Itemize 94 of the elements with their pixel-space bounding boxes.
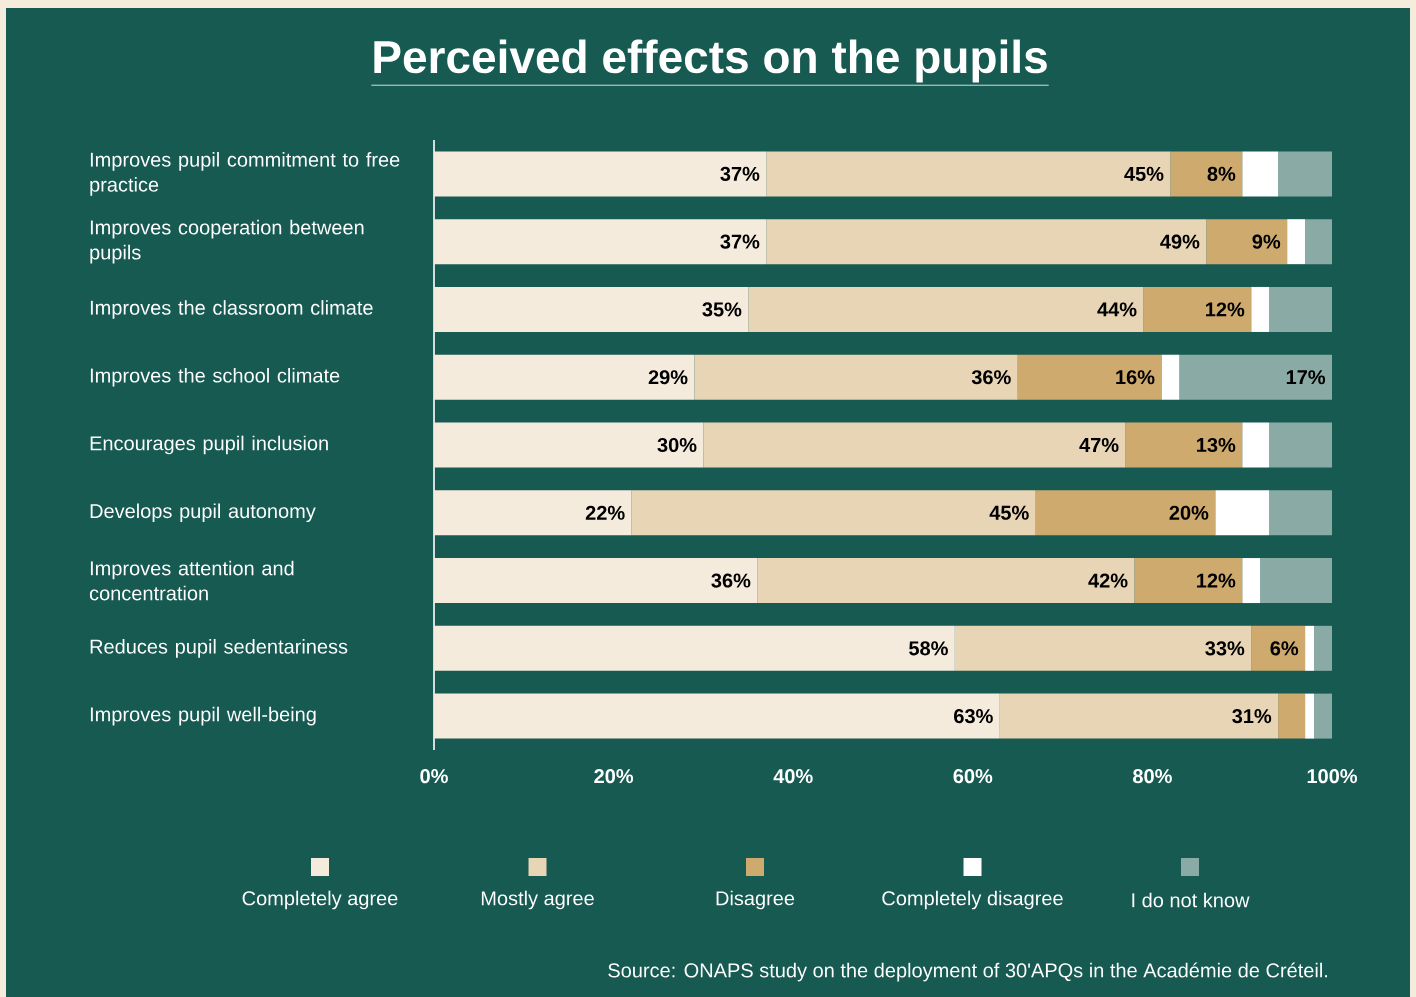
bar	[1179, 354, 1333, 400]
bar	[434, 151, 767, 197]
bar	[1215, 490, 1270, 536]
bar	[1161, 354, 1180, 400]
bar	[1305, 219, 1333, 265]
bar	[434, 558, 758, 604]
bar	[1314, 625, 1333, 671]
bar	[694, 354, 1018, 400]
data-label: 45%	[989, 505, 1029, 520]
data-label: 8%	[1207, 166, 1236, 181]
bar	[1278, 151, 1333, 197]
bar	[1242, 422, 1270, 468]
bar	[1035, 490, 1216, 536]
bar	[766, 219, 1207, 265]
y-tick-label: Improves attention and concentration	[89, 560, 294, 601]
data-label: 58%	[909, 641, 948, 656]
data-label: 42%	[1088, 573, 1128, 588]
data-label: 47%	[1079, 437, 1119, 453]
bar	[1125, 422, 1243, 468]
bar	[631, 490, 1036, 536]
data-label: 44%	[1097, 302, 1137, 317]
legend-label: Completely disagree	[882, 890, 1063, 910]
bar	[1134, 558, 1243, 604]
data-label: 36%	[971, 370, 1011, 385]
x-tick-label: 80%	[1133, 769, 1172, 784]
bar	[1287, 219, 1306, 265]
data-label: 17%	[1286, 370, 1326, 385]
data-label: 29%	[648, 370, 688, 385]
bar	[1206, 219, 1288, 265]
bar	[434, 625, 955, 671]
bar	[434, 354, 695, 400]
bar	[1017, 354, 1162, 400]
data-label: 20%	[1169, 505, 1209, 520]
data-label: 12%	[1206, 302, 1245, 317]
legend-label: I do not know	[1132, 892, 1250, 908]
data-label: 33%	[1205, 641, 1245, 656]
data-label: 9%	[1252, 234, 1281, 249]
legend-label: Completely agree	[242, 890, 398, 910]
data-label: 49%	[1160, 234, 1200, 249]
data-label: 35%	[702, 302, 742, 317]
bar	[1269, 422, 1333, 468]
x-tick-label: 20%	[594, 769, 634, 784]
bar	[1260, 558, 1333, 604]
bar	[434, 422, 704, 468]
y-tick-label: Encourages pupil inclusion	[90, 435, 328, 455]
y-tick-label: Reduces pupil sedentariness	[90, 639, 348, 658]
data-label: 31%	[1232, 709, 1272, 724]
bar	[757, 558, 1135, 604]
y-tick-label: Improves pupil well-being	[90, 706, 316, 726]
bar	[999, 693, 1279, 739]
bar	[1305, 625, 1315, 671]
x-tick-label: 100%	[1307, 769, 1358, 784]
bar	[1170, 151, 1243, 197]
bar	[1269, 286, 1333, 332]
y-tick-label: Develops pupil autonomy	[90, 503, 316, 523]
chart-title: Perceived effects on the pupils	[374, 39, 1047, 83]
bar	[1251, 286, 1270, 332]
x-tick-label: 40%	[773, 769, 813, 784]
data-label: 12%	[1197, 573, 1236, 588]
data-label: 37%	[720, 166, 760, 181]
bar	[1242, 151, 1279, 197]
bar	[1314, 693, 1333, 739]
data-label: 30%	[657, 437, 697, 453]
bar	[766, 151, 1171, 197]
data-label: 6%	[1270, 641, 1299, 656]
bar	[1278, 693, 1306, 739]
bar	[1305, 693, 1315, 739]
y-tick-label: Improves cooperation between pupils	[90, 219, 364, 264]
bar	[1242, 558, 1261, 604]
data-label: 45%	[1124, 166, 1164, 181]
bar	[434, 219, 767, 265]
data-label: 37%	[720, 234, 760, 249]
data-label: 16%	[1116, 370, 1155, 385]
bar	[434, 286, 749, 332]
bar	[748, 286, 1144, 332]
y-tick-label: Improves the classroom climate	[90, 300, 373, 319]
x-tick-label: 60%	[953, 769, 993, 784]
data-label: 36%	[711, 573, 751, 588]
data-label: 22%	[585, 505, 625, 520]
bar	[1269, 490, 1333, 536]
legend-label: Mostly agree	[481, 890, 594, 910]
bar	[703, 422, 1126, 468]
bar	[434, 490, 632, 536]
x-tick-label: 0%	[420, 769, 448, 784]
data-label: 63%	[954, 709, 993, 724]
bar	[1143, 286, 1252, 332]
legend-label: Disagree	[716, 890, 795, 910]
bar	[434, 693, 1000, 739]
bar	[1251, 625, 1306, 671]
y-tick-label: Improves the school climate	[90, 367, 340, 387]
source-note: Source: ONAPS study on the deployment of 30'APQs in the Académie de Créteil.	[608, 962, 1328, 982]
data-label: 13%	[1197, 437, 1236, 453]
y-tick-label: Improves pupil commitment to free practice	[90, 152, 400, 196]
bar	[954, 625, 1252, 671]
